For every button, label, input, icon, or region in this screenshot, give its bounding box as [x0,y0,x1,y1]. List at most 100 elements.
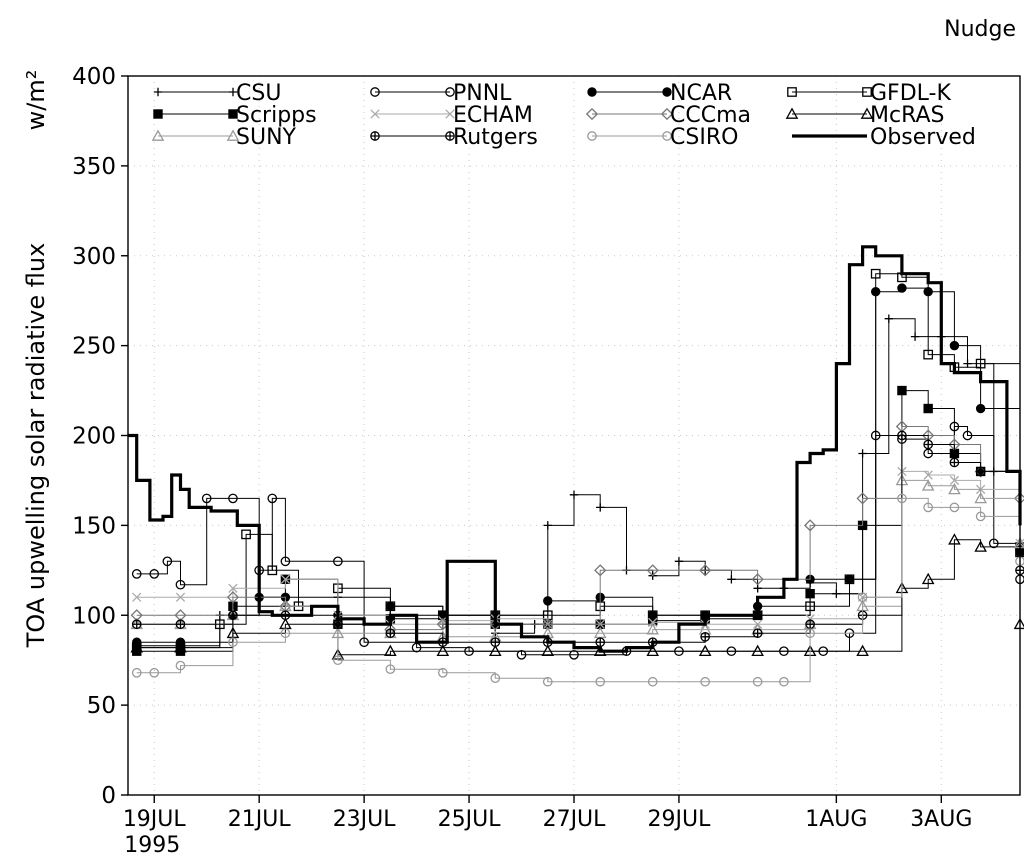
series-echam [132,466,1024,629]
legend-item-csu: CSU [153,81,281,106]
legend-label: ECHAM [453,103,533,128]
data-point-cccma [226,591,240,604]
data-point-ncar [975,403,986,414]
data-point-ncar [949,340,960,351]
data-point-pnnl [988,538,999,549]
legend-label: Rutgers [453,125,538,150]
data-point-csiro [647,676,658,687]
data-point-csiro [175,660,186,671]
legend-item-pnnl: PNNL [370,81,512,106]
data-point-csu [543,521,552,530]
legend-marker [370,109,380,119]
series-rutgers [131,430,1024,648]
data-point-gfdl-k [385,601,396,612]
data-point-pnnl [267,493,278,504]
data-point-echam [949,475,960,486]
legend-marker [587,87,597,97]
legend-item-csiro: CSIRO [587,125,738,150]
data-point-mcras [488,644,502,657]
legend-marker [228,87,238,97]
legend-item-suny: SUNY [151,125,297,150]
legend-label: PNNL [453,81,512,106]
data-point-rutgers [595,637,606,648]
series-line-ncar [136,287,1021,643]
data-point-csu [674,557,684,566]
y-unit-label: w/m² [22,70,50,131]
legend-marker [228,109,238,119]
data-point-rutgers [131,619,142,630]
legend-marker [862,87,872,97]
legend-marker [785,107,799,119]
series-line-cccma [136,426,1021,631]
series-cccma [130,420,1024,636]
data-point-mcras [751,644,764,657]
legend-marker [445,109,455,119]
data-point-gfdl-k [975,358,986,369]
series-pnnl [131,421,1024,660]
legend-marker [662,131,672,141]
data-point-cccma [856,492,869,505]
data-point-ncar [543,596,553,606]
data-point-pnnl [333,556,343,567]
legend-marker [585,107,599,121]
y-axis-label: TOA upwelling solar radiative flux [22,243,50,649]
legend-marker [662,87,672,97]
data-point-cccma [751,573,764,586]
data-point-mcras [698,644,712,657]
data-point-rutgers [975,466,986,477]
legend-label: CSU [236,81,281,106]
data-point-echam [280,574,291,584]
data-point-gfdl-k [870,268,881,279]
series-ncar [132,283,1024,647]
series-observed [128,245,1022,653]
data-point-mcras [856,644,869,657]
series-line-pnnl [136,426,1021,656]
series-suny [130,473,1024,642]
data-point-ncar [897,283,907,293]
x-tick-label: 21JUL [228,807,292,832]
y-tick-label: 350 [72,154,116,180]
data-point-cccma [699,564,712,577]
data-point-mcras [541,644,555,657]
data-point-rutgers [385,628,396,639]
data-point-csiro [595,676,606,687]
series-line-suny [136,479,1021,638]
series-csiro [131,493,1024,687]
data-point-mcras [174,641,187,653]
data-point-pnnl [175,579,186,590]
legend-item-rutgers: Rutgers [370,125,538,150]
legend-marker [587,131,597,141]
data-point-suny [646,623,660,635]
y-tick-label: 300 [72,244,116,270]
y-tick-label: 100 [72,603,116,629]
data-point-csiro [779,676,789,687]
data-point-csiro [437,667,448,678]
data-point-csiro [490,673,501,684]
data-point-cccma [803,519,817,532]
legend-label: Scripps [236,103,317,128]
data-point-pnnl [516,649,527,660]
legend-label: CSIRO [670,125,738,150]
legend-label: Observed [870,125,976,150]
legend-item-echam: ECHAM [370,103,533,128]
data-point-echam [648,617,658,628]
data-point-csiro [923,502,934,513]
data-point-mcras [130,641,144,653]
y-tick-label: 150 [72,513,116,539]
legend-marker [151,129,165,141]
data-point-echam [175,592,186,602]
data-point-rutgers [700,631,711,642]
x-tick-label: 19JUL [123,807,187,832]
data-point-mcras [921,572,935,585]
data-point-mcras [646,644,660,657]
data-point-rutgers [923,439,934,450]
legend-label: CCCma [670,103,751,128]
data-point-csiro [333,655,343,666]
series-gfdl-k [131,268,1024,653]
data-point-csiro [385,664,396,675]
data-point-rutgers [897,430,907,441]
data-point-pnnl [149,569,160,579]
data-point-cccma [646,564,659,577]
legend-item-mcras: McRAS [785,103,945,128]
legend-label: GFDL-K [870,81,951,106]
